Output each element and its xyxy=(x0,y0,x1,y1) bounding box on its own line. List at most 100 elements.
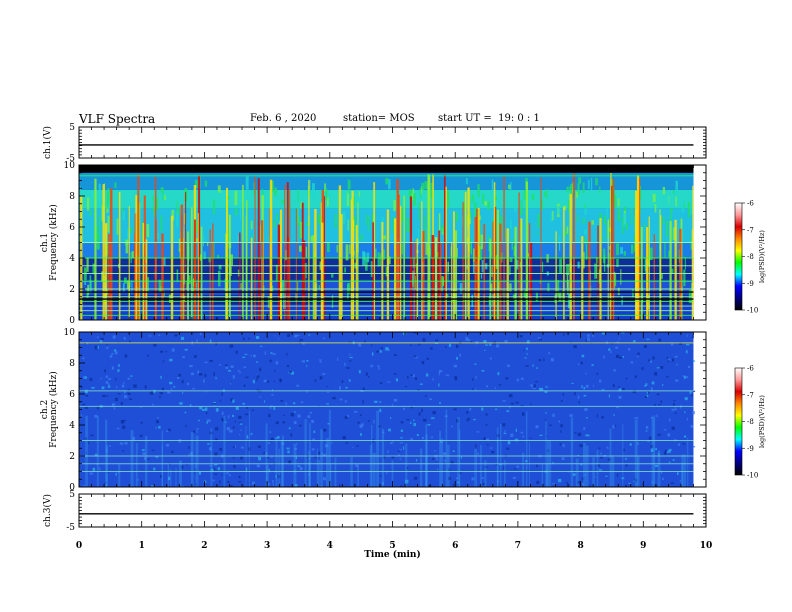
spec2-speckle xyxy=(558,420,561,423)
spec2-speckle xyxy=(168,392,171,394)
spec1-texture xyxy=(633,216,635,232)
spec2-column xyxy=(503,460,506,487)
spec2-speckle xyxy=(532,364,534,367)
spec1-texture xyxy=(267,202,270,207)
spec2-speckle xyxy=(612,424,615,429)
spec2-speckle xyxy=(257,445,261,448)
spec2-speckle xyxy=(85,394,89,397)
spec2-speckle xyxy=(378,425,381,427)
spec2-speckle xyxy=(522,435,525,438)
spec2-speckle xyxy=(641,367,644,371)
spec1-texture xyxy=(623,212,627,227)
spec1-texture xyxy=(121,207,124,213)
spec2-speckle xyxy=(229,344,234,348)
spec2-speckle xyxy=(656,393,660,396)
spec2-speckle xyxy=(360,432,362,437)
spec1-texture xyxy=(672,189,675,195)
spec2-speckle xyxy=(158,425,161,429)
spec2-speckle xyxy=(634,478,638,482)
spec2-speckle xyxy=(656,367,660,369)
spec2-speckle xyxy=(400,437,403,439)
spec2-speckle xyxy=(444,459,446,462)
spec2-speckle xyxy=(226,472,229,474)
spec2-speckle xyxy=(194,355,197,358)
spec2-speckle xyxy=(84,437,88,440)
spec2-speckle xyxy=(438,383,440,387)
spec2-speckle xyxy=(232,375,235,379)
spec2-speckle xyxy=(432,377,434,381)
spec2-column xyxy=(309,423,311,487)
spec2-speckle xyxy=(672,403,675,406)
spec2-speckle xyxy=(114,351,118,355)
spec2-speckle xyxy=(393,373,397,375)
spec2-speckle xyxy=(314,379,317,382)
spec2-column xyxy=(369,445,372,487)
spec2-speckle xyxy=(118,363,120,367)
spec2-speckle xyxy=(686,334,688,337)
spec2-speckle xyxy=(418,343,421,346)
spec2-speckle xyxy=(587,337,590,341)
spec2-speckle xyxy=(436,458,439,461)
spec2-speckle xyxy=(633,480,636,482)
y-tick-label: 2 xyxy=(69,285,75,295)
spec2-speckle xyxy=(413,355,417,358)
spec2-speckle xyxy=(294,484,298,487)
x-tick-label: 6 xyxy=(452,541,458,551)
spec2-speckle xyxy=(287,333,291,337)
spec2-speckle xyxy=(337,357,339,361)
spec2-speckle xyxy=(270,456,273,458)
spec2-speckle xyxy=(132,436,135,441)
spec2-speckle xyxy=(228,474,231,477)
spec1-texture xyxy=(599,213,602,221)
spec2-speckle xyxy=(467,339,471,341)
spec2-speckle xyxy=(224,421,227,423)
spec2-speckle xyxy=(109,355,113,358)
spec1-texture xyxy=(509,219,512,230)
spec2-speckle xyxy=(585,384,589,388)
spec1-texture xyxy=(645,259,647,274)
spec1-texture xyxy=(470,238,472,256)
spec1-texture xyxy=(217,185,221,193)
spec2-speckle xyxy=(432,457,435,460)
spec2-speckle xyxy=(641,481,643,483)
spec2-column xyxy=(266,465,269,487)
spec1-texture xyxy=(617,208,621,222)
spec2-speckle xyxy=(358,343,362,347)
spec2-speckle xyxy=(225,366,229,369)
spec2-speckle xyxy=(252,354,256,358)
spec1-burst xyxy=(477,207,480,320)
spec1-burst xyxy=(118,191,121,320)
spec2-speckle xyxy=(562,393,564,396)
spec1-texture xyxy=(178,238,182,252)
spec2-speckle xyxy=(550,358,554,362)
spec2-speckle xyxy=(107,383,110,386)
spec1-texture xyxy=(125,239,129,254)
spec2-speckle xyxy=(677,472,679,476)
spec1-texture xyxy=(484,263,488,270)
spec2-speckle xyxy=(124,391,126,393)
spec2-speckle xyxy=(417,389,420,391)
spec2-speckle xyxy=(494,408,498,410)
spec2-speckle xyxy=(294,448,297,450)
spec1-texture xyxy=(439,275,443,292)
spec1-texture xyxy=(273,220,276,227)
spec1-burst xyxy=(692,185,694,320)
spec1-burst xyxy=(610,172,612,320)
spec1-texture xyxy=(500,215,503,232)
spec2-speckle xyxy=(466,411,469,414)
spec2-speckle xyxy=(213,468,216,471)
spec1-texture xyxy=(660,272,663,279)
spec2-speckle xyxy=(159,392,164,395)
spec2-speckle xyxy=(376,350,380,353)
spec2-speckle xyxy=(450,461,454,465)
spec2-speckle xyxy=(523,350,525,352)
spec1-texture xyxy=(92,263,96,275)
spec2-speckle xyxy=(438,369,443,373)
spec2-speckle xyxy=(307,415,311,418)
spec1-texture xyxy=(176,269,179,282)
spec2-speckle xyxy=(475,388,477,390)
spec2-speckle xyxy=(382,455,386,459)
spec2-speckle xyxy=(285,402,287,406)
spec2-column xyxy=(570,417,574,487)
spec2-speckle xyxy=(248,447,251,451)
